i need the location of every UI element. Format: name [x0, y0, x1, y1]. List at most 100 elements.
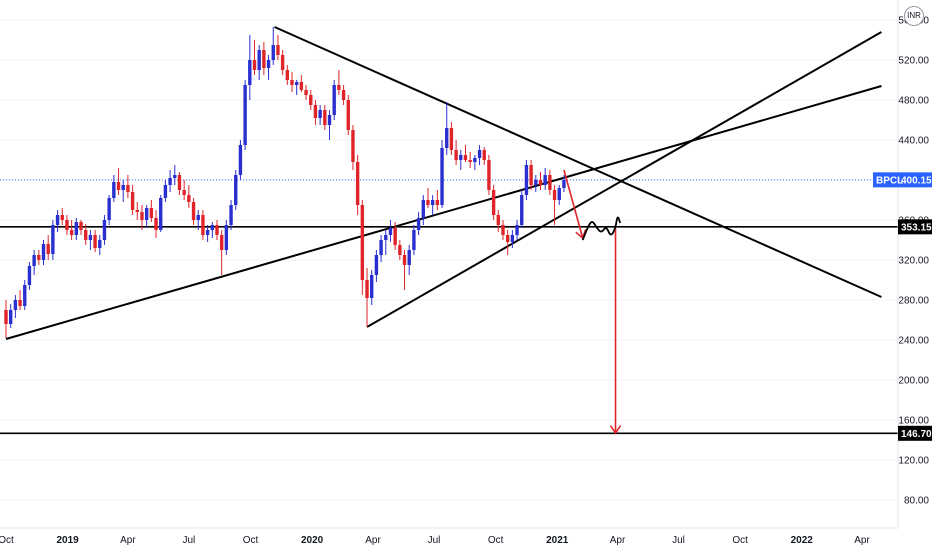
candle-body: [379, 240, 383, 255]
time-axis: Oct 2019 Apr Jul Oct 2020 Apr Jul Oct 2021 Apr Jul O…: [0, 535, 870, 546]
annotation-arrows[interactable]: [563, 169, 622, 435]
candle-body: [351, 130, 355, 162]
candle-body: [121, 185, 125, 190]
candle-body: [398, 245, 402, 255]
candle-body: [177, 175, 182, 190]
candle-body: [524, 165, 529, 195]
price-tag-bg: [898, 425, 932, 441]
price-tag-value: 400.15: [901, 175, 932, 186]
candle-body: [4, 310, 8, 324]
candle-body: [407, 250, 411, 265]
candle-body: [285, 70, 290, 80]
candle-body: [149, 208, 154, 218]
candle-body: [416, 218, 421, 230]
candle-body: [276, 45, 280, 55]
candle-body: [135, 210, 139, 212]
candle-body: [238, 145, 243, 175]
candle-body: [27, 266, 32, 285]
price-grid: [0, 19, 898, 501]
candle-body: [562, 180, 566, 188]
candle-body: [205, 230, 210, 235]
candle-body: [299, 82, 304, 90]
candle-body: [341, 90, 346, 100]
candle-body: [337, 85, 341, 90]
candle-body: [393, 228, 397, 245]
candle-body: [346, 100, 350, 130]
x-tick-label: 2020: [301, 535, 324, 546]
x-tick-label: 2022: [791, 535, 814, 546]
candle-body: [163, 185, 168, 198]
y-tick-label: 240.00: [898, 336, 929, 347]
candle-body: [426, 200, 430, 205]
candle-body: [201, 215, 205, 235]
candle-body: [154, 218, 158, 230]
candle-body: [168, 178, 172, 185]
candle-body: [454, 150, 458, 160]
candle-body: [552, 190, 557, 200]
candle-body: [112, 182, 116, 198]
candle-body: [37, 255, 41, 260]
x-tick-label: Oct: [0, 535, 14, 546]
candle-body: [365, 280, 369, 298]
candle-body: [534, 180, 538, 185]
price-tag-value: 353.15: [901, 222, 932, 233]
candle-body: [280, 55, 285, 70]
y-tick-label: 440.00: [898, 136, 929, 147]
candle-body: [290, 80, 294, 85]
candle-body: [327, 115, 332, 125]
candle-body: [243, 85, 247, 145]
y-tick-label: 80.00: [904, 496, 929, 507]
symbol-tag-label: BPCL: [876, 175, 903, 186]
projected-price-path: [581, 216, 622, 241]
y-tick-label: 320.00: [898, 256, 929, 267]
candle-body: [69, 230, 74, 235]
candle-body: [355, 162, 360, 205]
x-tick-label: Oct: [243, 535, 259, 546]
candle-body: [459, 155, 463, 160]
candle-body: [224, 225, 229, 250]
candle-body: [487, 160, 491, 190]
candle-body: [262, 50, 266, 68]
candle-body: [234, 175, 238, 205]
candle-body: [412, 230, 416, 250]
candle-body: [210, 225, 214, 230]
candle-body: [309, 95, 313, 105]
x-tick-label: Apr: [854, 535, 870, 546]
currency-badge[interactable]: INR: [904, 6, 924, 26]
candle-body: [520, 195, 524, 225]
candle-body: [215, 225, 219, 235]
x-tick-label: Oct: [732, 535, 748, 546]
candle-body: [402, 255, 407, 265]
candle-body: [505, 235, 510, 242]
forecast-arrow-head: [609, 425, 622, 435]
x-tick-label: Jul: [672, 535, 685, 546]
candle-body: [159, 198, 163, 230]
candle-body: [252, 60, 257, 70]
candle-body: [449, 128, 454, 150]
candle-body: [384, 235, 388, 240]
candle-body: [468, 160, 472, 162]
time-axis-bg[interactable]: [0, 528, 932, 550]
candle-body: [318, 110, 322, 118]
symbol-tag-bg: [873, 172, 898, 188]
trendlines[interactable]: [5, 26, 882, 340]
candle-body: [187, 195, 191, 202]
candle-body: [445, 128, 449, 148]
candle-body: [102, 220, 107, 240]
forecast-arrow: [563, 169, 584, 239]
candle-body: [191, 202, 196, 220]
candle-body: [529, 165, 533, 185]
candle-body: [74, 222, 79, 235]
candle-body: [51, 225, 55, 254]
candle-body: [55, 215, 60, 225]
candle-body: [543, 175, 547, 185]
trendline: [5, 85, 882, 340]
price-tag-bg: [898, 172, 932, 188]
horizontal-levels[interactable]: [0, 226, 898, 435]
x-tick-label: Jul: [182, 535, 195, 546]
candle-body: [557, 188, 561, 200]
candle-series: [4, 27, 566, 338]
candle-body: [323, 110, 327, 125]
